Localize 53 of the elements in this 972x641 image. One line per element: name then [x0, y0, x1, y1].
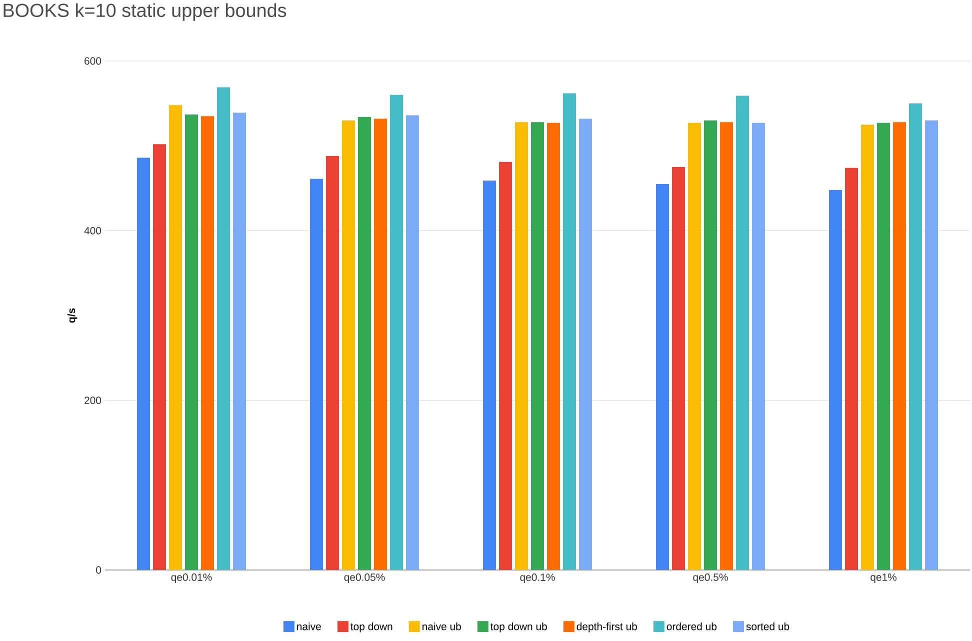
bar — [688, 122, 702, 570]
chart-title: BOOKS k=10 static upper bounds — [4, 3, 286, 21]
y-axis-title: q/s — [67, 308, 78, 323]
bar — [515, 122, 528, 570]
bar — [845, 168, 858, 570]
x-tick-label: qe0.5% — [693, 574, 728, 583]
bar — [829, 190, 842, 570]
x-tick-label: qe0.05% — [344, 574, 385, 583]
bar — [153, 144, 166, 570]
bar — [656, 184, 670, 570]
bar — [672, 167, 686, 570]
bar — [499, 162, 512, 570]
legend-label: ordered ub — [666, 622, 717, 630]
bar — [310, 178, 324, 570]
x-tick-label: qe1% — [870, 574, 896, 583]
bar — [736, 96, 750, 570]
bar — [579, 118, 592, 570]
bar — [483, 180, 496, 570]
bar — [704, 120, 718, 570]
legend-label: naive — [297, 622, 321, 630]
bar — [185, 114, 198, 570]
bar — [563, 93, 576, 570]
bar — [169, 105, 182, 570]
bar — [201, 116, 214, 570]
legend-label: top down — [350, 622, 392, 632]
bar — [877, 122, 890, 570]
y-tick-label: 0 — [96, 566, 102, 574]
bar — [374, 118, 388, 570]
x-tick-label: qe0.01% — [171, 574, 212, 583]
bar — [358, 116, 372, 570]
bar — [390, 94, 404, 570]
x-tick-label: qe0.1% — [520, 574, 555, 583]
bar — [326, 156, 340, 570]
bar — [720, 122, 734, 570]
bar — [406, 115, 420, 570]
y-tick-label: 400 — [84, 226, 102, 234]
bar — [861, 124, 874, 570]
bar — [547, 122, 560, 570]
bar — [925, 120, 938, 570]
legend-label: sorted ub — [746, 622, 790, 630]
legend-label: naive ub — [422, 622, 461, 630]
y-tick-label: 600 — [84, 57, 102, 65]
bar — [342, 120, 356, 570]
legend-label: depth-first ub — [576, 622, 637, 632]
bar — [217, 87, 230, 570]
bar — [752, 122, 766, 570]
bar — [531, 122, 544, 570]
y-tick-label: 200 — [84, 396, 102, 404]
bar — [137, 158, 150, 570]
bar — [893, 122, 906, 570]
bar — [909, 103, 922, 570]
legend-label: top down ub — [490, 622, 547, 632]
bar — [233, 112, 246, 570]
